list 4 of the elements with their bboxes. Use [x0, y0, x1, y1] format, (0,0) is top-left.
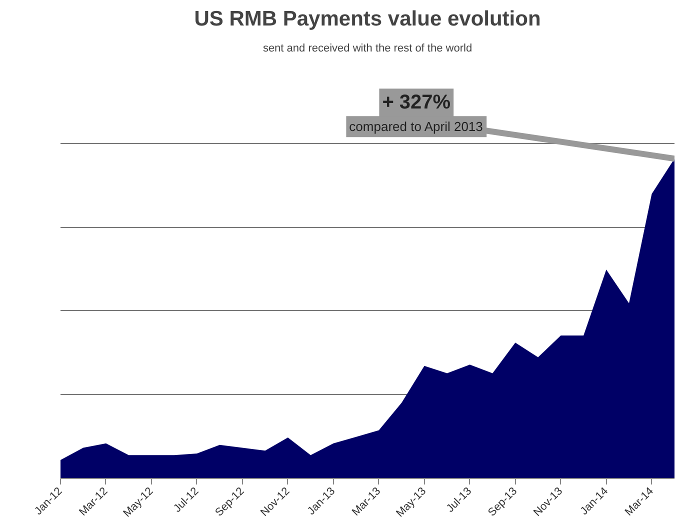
text: + 327% — [382, 92, 451, 114]
chart-subtitle: sent and received with the rest of the world — [262, 42, 472, 54]
chart-title: US RMB Payments value evolution — [194, 8, 541, 30]
text: compared to April 2013 — [349, 119, 483, 134]
